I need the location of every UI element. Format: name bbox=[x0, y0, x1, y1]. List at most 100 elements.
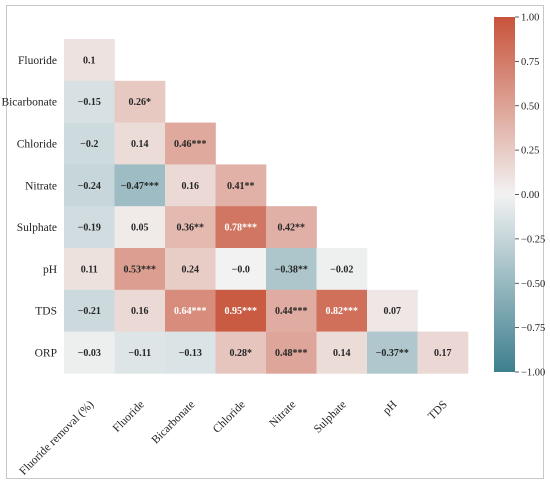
colorbar-tick-label: 1.00 bbox=[521, 13, 539, 24]
cell-value-label: −0.13 bbox=[179, 348, 202, 359]
heatmap-cell bbox=[316, 248, 368, 291]
cell-value-label: 0.64*** bbox=[174, 306, 207, 317]
heatmap-cell bbox=[64, 206, 115, 249]
cell-value-label: 0.36** bbox=[177, 223, 205, 234]
row-label: pH bbox=[43, 264, 57, 276]
cell-value-label: −0.47*** bbox=[121, 181, 159, 192]
cell-value-label: 0.26* bbox=[129, 97, 152, 108]
heatmap-cell bbox=[266, 289, 317, 332]
heatmap-cell bbox=[165, 331, 216, 374]
heatmap-cell bbox=[114, 248, 166, 291]
heatmap-cell bbox=[114, 164, 166, 207]
cell-value-label: −0.24 bbox=[78, 181, 101, 192]
heatmap-cell bbox=[165, 248, 216, 291]
row-label: Bicarbonate bbox=[1, 97, 57, 109]
heatmap-cell bbox=[266, 248, 317, 291]
cell-value-label: 0.14 bbox=[131, 139, 149, 150]
cell-value-label: −0.21 bbox=[78, 306, 101, 317]
cell-value-label: 0.78*** bbox=[225, 223, 258, 234]
row-labels: Fluoride Bicarbonate Chloride Nitrate Sulpha… bbox=[1, 55, 57, 360]
cell-value-label: 0.16 bbox=[131, 306, 149, 317]
heatmap-cell bbox=[114, 80, 166, 123]
cell-value-label: 0.14 bbox=[333, 348, 351, 359]
heatmap-cell bbox=[64, 80, 115, 123]
row-label: Fluoride bbox=[18, 55, 57, 67]
heatmap-cell bbox=[367, 331, 418, 374]
column-label: Fluoride bbox=[111, 399, 147, 435]
cell-value-label: 0.17 bbox=[434, 348, 452, 359]
heatmap-cell bbox=[316, 331, 368, 374]
heatmap-cell bbox=[64, 164, 115, 207]
row-label: ORP bbox=[35, 348, 57, 360]
column-label: Nitrate bbox=[267, 399, 298, 430]
cell-value-label: −0.0 bbox=[232, 264, 250, 275]
cell-value-label: 0.11 bbox=[81, 264, 98, 275]
colorbar: 1.00 0.75 0.50 0.25 0.00 −0.25 −0.50 −0.75 −1.00 bbox=[494, 13, 545, 379]
cell-value-label: −0.2 bbox=[80, 139, 98, 150]
column-label: Bicarbonate bbox=[150, 399, 198, 447]
heatmap-cells: 0.1 −0.15 0.26* −0.2 0.14 0.46*** −0.24 −0.47**… bbox=[64, 39, 469, 374]
colorbar-tick-label: −0.50 bbox=[521, 279, 545, 290]
cell-value-label: 0.24 bbox=[182, 264, 200, 275]
row-label: TDS bbox=[35, 306, 57, 318]
heatmap-cell bbox=[64, 248, 115, 291]
column-label: Chloride bbox=[211, 399, 248, 436]
heatmap-cell bbox=[215, 289, 267, 332]
cell-value-label: 0.1 bbox=[83, 55, 96, 66]
cell-value-label: −0.03 bbox=[78, 348, 101, 359]
column-label: Sulphate bbox=[312, 399, 349, 436]
cell-value-label: 0.95*** bbox=[225, 306, 258, 317]
heatmap-cell bbox=[215, 164, 267, 207]
heatmap-cell bbox=[64, 39, 115, 82]
row-label: Chloride bbox=[17, 139, 57, 151]
cell-value-label: 0.16 bbox=[182, 181, 200, 192]
colorbar-bar bbox=[494, 17, 515, 372]
row-label: Nitrate bbox=[25, 180, 57, 192]
heatmap-cell bbox=[165, 206, 216, 249]
column-label: TDS bbox=[426, 399, 450, 423]
colorbar-tick-label: −1.00 bbox=[521, 368, 545, 379]
heatmap-cell bbox=[64, 289, 115, 332]
cell-value-label: 0.82*** bbox=[326, 306, 359, 317]
colorbar-tick-label: 0.75 bbox=[521, 57, 539, 68]
cell-value-label: 0.53*** bbox=[124, 264, 157, 275]
heatmap-cell bbox=[316, 289, 368, 332]
heatmap-cell bbox=[417, 331, 469, 374]
cell-value-label: −0.02 bbox=[330, 264, 353, 275]
cell-value-label: 0.41** bbox=[227, 181, 255, 192]
colorbar-tick-label: −0.25 bbox=[521, 234, 545, 245]
heatmap-cell bbox=[165, 122, 216, 165]
heatmap-cell bbox=[64, 122, 115, 165]
cell-value-label: 0.28* bbox=[230, 348, 253, 359]
row-label: Sulphate bbox=[17, 222, 57, 234]
heatmap-cell bbox=[266, 206, 317, 249]
cell-value-label: −0.11 bbox=[128, 348, 151, 359]
colorbar-tick-label: 0.00 bbox=[521, 190, 539, 201]
colorbar-tick-label: 0.25 bbox=[521, 146, 539, 157]
cell-value-label: 0.44*** bbox=[275, 306, 308, 317]
heatmap-cell bbox=[215, 206, 267, 249]
cell-value-label: 0.07 bbox=[384, 306, 402, 317]
heatmap-cell bbox=[64, 331, 115, 374]
cell-value-label: 0.42** bbox=[278, 223, 306, 234]
cell-value-label: 0.05 bbox=[131, 223, 149, 234]
cell-value-label: −0.38** bbox=[275, 264, 308, 275]
heatmap-cell bbox=[367, 289, 418, 332]
cell-value-label: −0.19 bbox=[78, 223, 101, 234]
column-label: Fluoride removal (%) bbox=[17, 399, 96, 478]
heatmap-cell bbox=[165, 164, 216, 207]
heatmap-cell bbox=[215, 248, 267, 291]
heatmap-cell bbox=[266, 331, 317, 374]
cell-value-label: −0.37** bbox=[376, 348, 409, 359]
colorbar-ticks: 1.00 0.75 0.50 0.25 0.00 −0.25 −0.50 −0.75 −1.00 bbox=[515, 13, 545, 379]
heatmap-cell bbox=[215, 331, 267, 374]
heatmap-cell bbox=[114, 206, 166, 249]
column-label: pH bbox=[381, 399, 399, 417]
cell-value-label: 0.46*** bbox=[174, 139, 207, 150]
colorbar-tick-label: −0.75 bbox=[521, 323, 545, 334]
heatmap-cell bbox=[114, 289, 166, 332]
heatmap-cell bbox=[114, 122, 166, 165]
heatmap-cell bbox=[114, 331, 166, 374]
cell-value-label: −0.15 bbox=[78, 97, 101, 108]
